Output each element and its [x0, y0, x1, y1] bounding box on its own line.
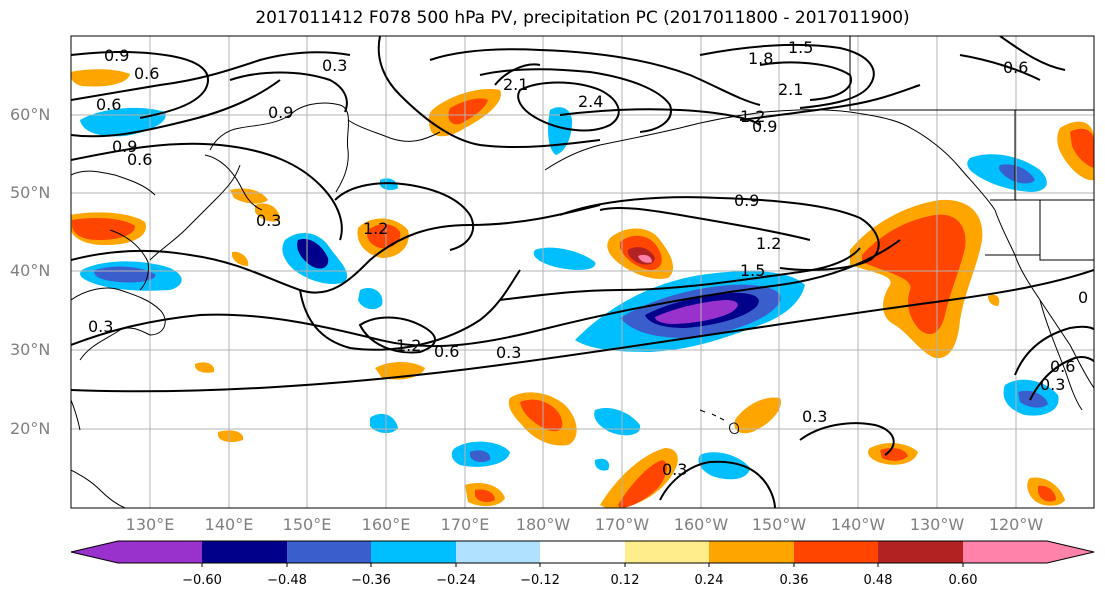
lon-label: 120°W — [988, 515, 1044, 534]
colorbar-tick-label: 0.36 — [779, 573, 809, 588]
lat-lon-grid — [71, 36, 1094, 508]
contour-label: 0.6 — [434, 342, 459, 361]
contour-label: 0.3 — [88, 317, 113, 336]
colorbar-segment — [963, 541, 1094, 563]
contour-label: 2.4 — [578, 92, 603, 111]
map-frame — [70, 35, 1095, 509]
contour-label: 1.2 — [740, 107, 765, 126]
contour-label: 0.3 — [322, 56, 347, 75]
colorbar-segment — [456, 541, 540, 563]
lat-label-50n: 50°N — [10, 183, 51, 202]
lon-label: 180°W — [515, 515, 571, 534]
contour-label-group: 0.9 0.6 0.3 0.6 0.9 0.9 0.6 0.3 1.2 2.1 … — [88, 38, 1088, 479]
coastlines — [71, 36, 1094, 508]
colorbar-segment — [71, 541, 202, 563]
colorbar-segment — [625, 541, 709, 563]
contour-label: 0.3 — [662, 460, 687, 479]
colorbar-segment — [540, 541, 625, 563]
lon-label: 170°W — [594, 515, 650, 534]
colorbar-tick-label: −0.12 — [520, 573, 560, 588]
colorbar-tick-label: 0.48 — [863, 573, 893, 588]
contour-label: 0.6 — [1050, 357, 1075, 376]
contour-label: 1.2 — [756, 234, 781, 253]
contour-label: 0.3 — [1040, 375, 1065, 394]
contour-label: 0 — [1078, 288, 1088, 307]
contour-label: 0.3 — [256, 211, 281, 230]
contour-label: 0.6 — [134, 64, 159, 83]
precip-shading — [71, 69, 1094, 508]
figure-title: 2017011412 F078 500 hPa PV, precipitatio… — [255, 8, 910, 28]
colorbar-segment — [878, 541, 963, 563]
colorbar-segment — [709, 541, 794, 563]
contour-label: 1.8 — [748, 49, 773, 68]
colorbar-segment — [287, 541, 371, 563]
lon-label: 140°W — [830, 515, 886, 534]
lon-label: 160°W — [673, 515, 729, 534]
lat-label-60n: 60°N — [10, 105, 51, 124]
contour-label: 1.2 — [396, 336, 421, 355]
lon-label: 170°E — [440, 515, 490, 534]
colorbar-tick-label: 0.24 — [694, 573, 724, 588]
lon-label: 150°E — [282, 515, 332, 534]
colorbar-segment — [371, 541, 456, 563]
contour-label: 0.6 — [1003, 58, 1028, 77]
colorbar-outline — [70, 540, 1095, 564]
lat-label-40n: 40°N — [10, 261, 51, 280]
contour-label: 0.9 — [268, 103, 293, 122]
lon-label: 150°W — [751, 515, 807, 534]
lon-label: 130°E — [125, 515, 175, 534]
contour-label: 2.1 — [503, 75, 528, 94]
colorbar-tick-label: −0.24 — [436, 573, 476, 588]
lat-label-20n: 20°N — [10, 419, 51, 438]
colorbar — [70, 540, 1095, 567]
pv-contours — [71, 36, 1094, 508]
contour-label: 0.3 — [802, 407, 827, 426]
colorbar-tick-label: −0.36 — [351, 573, 391, 588]
contour-label: 0.9 — [104, 46, 129, 65]
contour-label: 0.9 — [752, 117, 777, 136]
colorbar-segment — [794, 541, 878, 563]
colorbar-tick-label: 0.60 — [948, 573, 978, 588]
contour-label: 1.2 — [363, 219, 388, 238]
contour-label: 0.6 — [96, 95, 121, 114]
contour-label: 0.9 — [112, 137, 137, 156]
contour-label: 1.5 — [740, 261, 765, 280]
contour-label: 1.5 — [788, 38, 813, 57]
contour-label: 2.1 — [778, 80, 803, 99]
lat-label-30n: 30°N — [10, 340, 51, 359]
colorbar-tick-label: −0.48 — [267, 573, 307, 588]
colorbar-segment — [202, 541, 287, 563]
colorbar-tick-label: −0.60 — [182, 573, 222, 588]
colorbar-tick-label: 0.12 — [610, 573, 640, 588]
lon-label: 140°E — [204, 515, 254, 534]
lon-label: 130°W — [909, 515, 965, 534]
contour-label: 0.3 — [496, 343, 521, 362]
contour-label: 0.9 — [734, 191, 759, 210]
contour-label: 0.6 — [127, 150, 152, 169]
lon-label: 160°E — [361, 515, 411, 534]
